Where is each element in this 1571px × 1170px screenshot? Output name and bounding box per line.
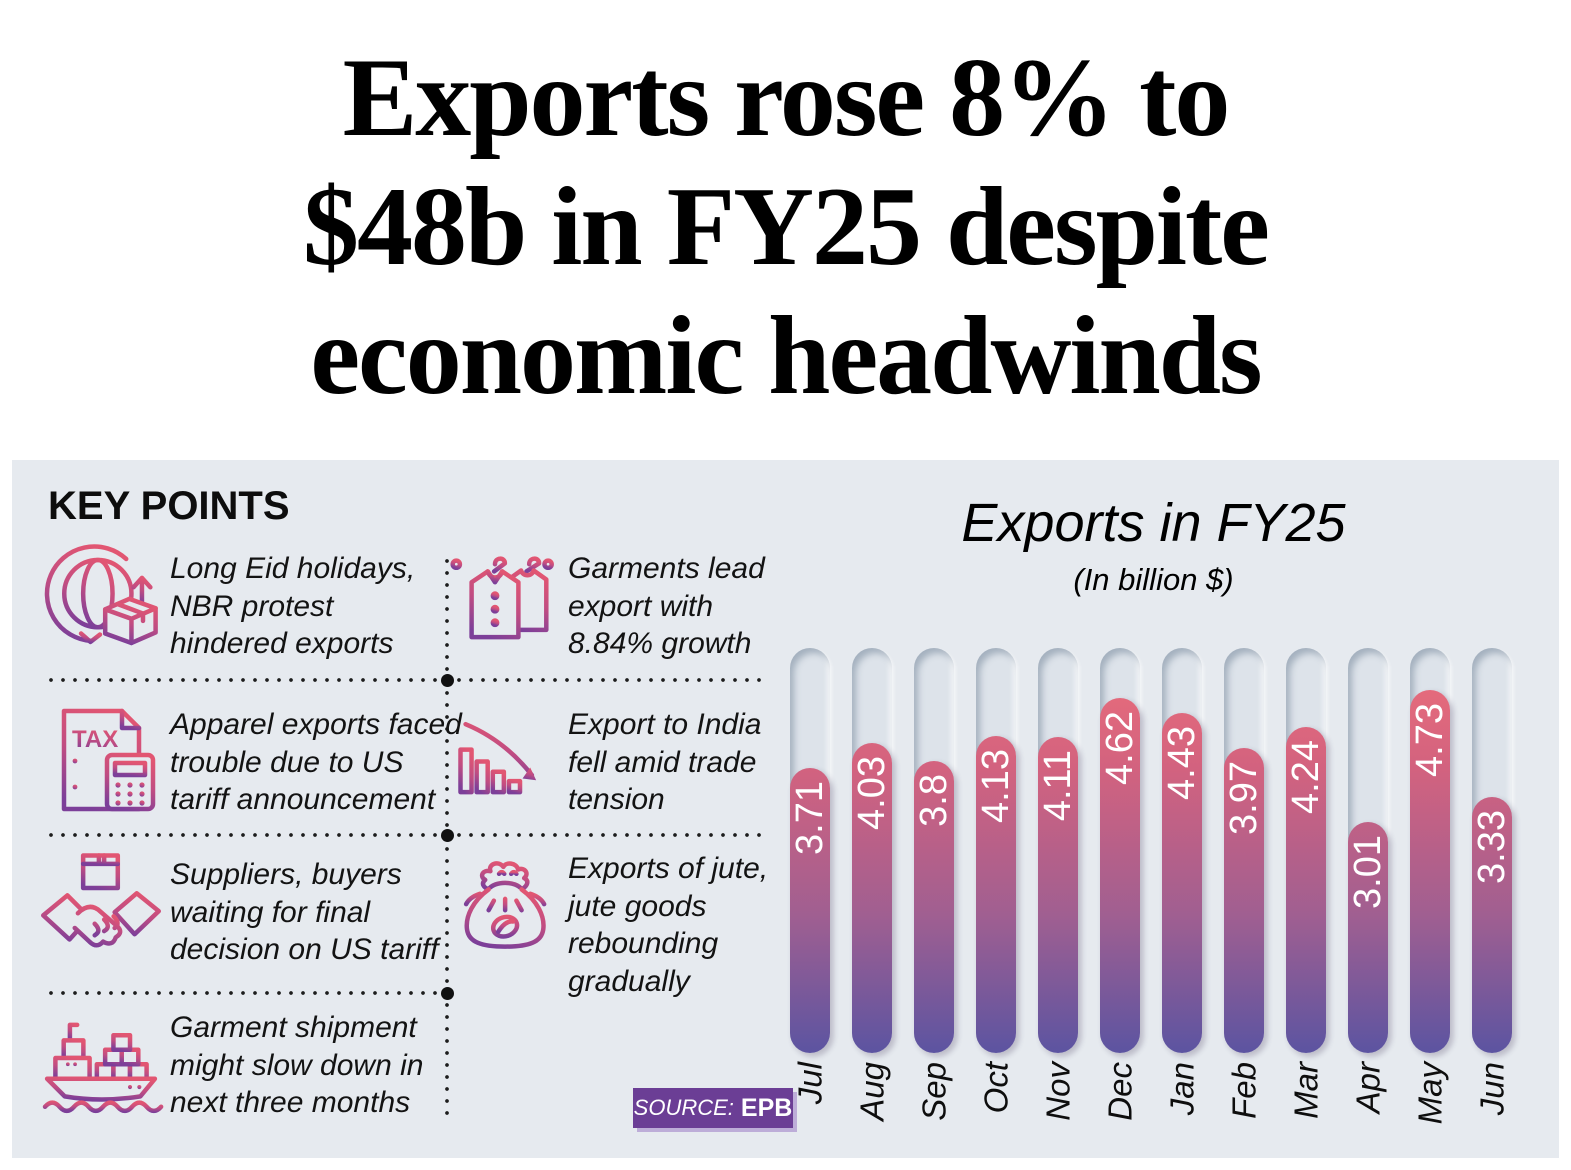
bar-value-label: 3.8	[912, 774, 955, 827]
bar-value-label: 4.62	[1098, 711, 1141, 785]
divider-horizontal-2	[45, 833, 769, 837]
chart-columns: 3.71 Jul 4.03 Aug 3.8 Sep 4.13 Oct 4.11 Nov 4.62 De…	[788, 648, 1513, 1124]
chart-bar: 4.43	[1160, 713, 1203, 1053]
divider-horizontal-3	[45, 991, 447, 995]
month-label: Mar	[1287, 1062, 1325, 1119]
bar-value-label: 4.73	[1408, 703, 1451, 777]
key-point-text: Garment shipment might slow down in next…	[170, 1011, 424, 1119]
chart-column: 4.11 Nov	[1036, 648, 1079, 1121]
tax-document-icon: TAX	[44, 700, 164, 820]
bar-value-label: 3.01	[1346, 835, 1389, 909]
bar-value-label: 4.11	[1036, 750, 1079, 822]
divider-dot-2	[441, 829, 454, 842]
garments-hanger-icon	[450, 546, 558, 658]
key-point-text: Suppliers, buyers waiting for final deci…	[170, 858, 439, 966]
chart-bar: 3.01	[1346, 822, 1389, 1053]
chart-column: 4.13 Oct	[974, 648, 1017, 1113]
chart-bar: 4.11	[1036, 737, 1079, 1053]
chart-bar: 3.33	[1470, 797, 1513, 1053]
chart-column: 3.8 Sep	[912, 648, 955, 1121]
page-title: Exports rose 8% to $48b in FY25 despite …	[0, 34, 1571, 420]
cargo-ship-icon	[38, 1000, 164, 1114]
key-point-text: Garments lead export with 8.84% growth	[568, 552, 765, 660]
headline-line-3: economic headwinds	[310, 293, 1262, 418]
month-label: Apr	[1349, 1062, 1387, 1114]
chart-bar: 3.71	[788, 768, 831, 1053]
month-label: Feb	[1225, 1062, 1263, 1119]
chart-bar: 3.8	[912, 761, 955, 1053]
divider-horizontal-1	[45, 678, 769, 682]
chart-subtitle: (In billion $)	[1073, 562, 1234, 597]
month-label: Aug	[853, 1062, 891, 1121]
chart-column: 4.24 Mar	[1284, 648, 1327, 1119]
chart-column: 3.71 Jul	[788, 648, 831, 1104]
chart-column: 3.33 Jun	[1470, 648, 1513, 1115]
source-badge: SOURCE: EPB	[633, 1088, 793, 1128]
divider-dot-1	[441, 674, 454, 687]
month-label: May	[1411, 1062, 1449, 1125]
chart-bar: 4.03	[850, 743, 893, 1053]
jute-sack-icon	[454, 846, 558, 964]
bar-value-label: 4.13	[974, 749, 1017, 823]
chart-bar: 3.97	[1222, 748, 1265, 1053]
month-label: Oct	[977, 1062, 1015, 1114]
month-label: Jul	[791, 1062, 829, 1105]
key-points-heading: KEY POINTS	[48, 484, 290, 528]
month-label: Jun	[1473, 1062, 1511, 1116]
month-label: Sep	[915, 1062, 953, 1121]
month-label: Jan	[1163, 1062, 1201, 1116]
source-label: SOURCE:	[633, 1095, 734, 1120]
content-panel: KEY POINTS Long Eid holidays, NBR protes…	[12, 460, 1559, 1158]
month-label: Dec	[1101, 1062, 1139, 1121]
globe-export-icon	[38, 544, 164, 660]
key-point-text: Exports of jute, jute goods rebounding g…	[568, 852, 769, 998]
bar-value-label: 3.97	[1222, 761, 1265, 835]
chart-column: 3.97 Feb	[1222, 648, 1265, 1119]
chart-column: 4.03 Aug	[850, 648, 893, 1121]
bar-value-label: 4.24	[1284, 740, 1327, 814]
bar-value-label: 3.71	[788, 781, 831, 855]
chart-title: Exports in FY25	[961, 493, 1346, 553]
handshake-icon	[38, 850, 164, 966]
declining-chart-icon	[452, 706, 554, 812]
source-value: EPB	[740, 1093, 793, 1122]
chart-bar: 4.24	[1284, 727, 1327, 1053]
headline-line-2: $48b in FY25 despite	[303, 164, 1270, 289]
chart-bar: 4.62	[1098, 698, 1141, 1053]
month-label: Nov	[1039, 1062, 1077, 1121]
bar-value-label: 4.43	[1160, 726, 1203, 800]
chart-column: 4.73 May	[1408, 648, 1451, 1124]
chart-bar: 4.73	[1408, 690, 1451, 1053]
chart-column: 4.43 Jan	[1160, 648, 1203, 1115]
svg-text:TAX: TAX	[72, 726, 118, 753]
bar-value-label: 4.03	[850, 756, 893, 830]
chart-bar: 4.13	[974, 736, 1017, 1053]
divider-dot-3	[441, 987, 454, 1000]
key-point-text: Export to India fell amid trade tension	[568, 708, 762, 816]
chart-column: 4.62 Dec	[1098, 648, 1141, 1121]
headline-line-1: Exports rose 8% to	[342, 36, 1231, 160]
chart-column: 3.01 Apr	[1346, 648, 1389, 1113]
bar-value-label: 3.33	[1470, 810, 1513, 884]
key-point-text: Long Eid holidays, NBR protest hindered …	[170, 552, 416, 660]
key-point-text: Apparel exports faced trouble due to US …	[170, 708, 462, 816]
